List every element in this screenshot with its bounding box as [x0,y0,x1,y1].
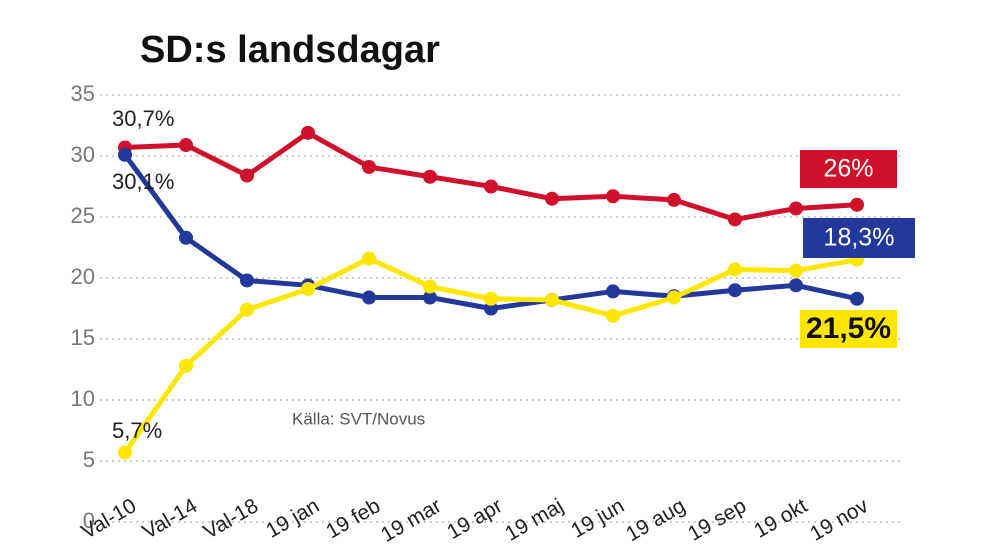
data-point [301,125,315,140]
data-point [789,278,803,293]
data-point [240,302,254,317]
data-point [728,262,742,277]
data-point [545,292,559,307]
data-point [423,279,437,294]
data-point [118,445,132,460]
data-point [850,291,864,306]
value-label: 5,7% [112,418,162,443]
chart-title: SD:s landsdagar [140,29,440,71]
data-point [667,290,681,305]
value-label: 26% [823,155,873,183]
value-label: 30,1% [112,169,174,194]
y-tick-label: 15 [71,325,95,350]
value-label-box [803,218,915,258]
data-point [484,301,498,316]
y-tick-label: 35 [71,81,95,106]
y-tick-label: 25 [71,203,95,228]
data-point [362,290,376,305]
data-point [301,281,315,296]
y-tick-label: 30 [71,142,95,167]
value-label: 18,3% [824,224,895,252]
data-point [179,138,193,153]
data-point [118,147,132,162]
data-point [606,284,620,299]
data-point [545,191,559,206]
y-tick-label: 10 [71,386,95,411]
data-point [606,189,620,204]
value-label: 21,5% [806,312,891,345]
data-point [789,201,803,216]
data-point [240,168,254,183]
y-tick-label: 20 [71,264,95,289]
data-point [423,290,437,305]
source: Källa: SVT/Novus [292,409,425,428]
data-point [606,308,620,323]
data-point [362,159,376,174]
data-point [179,230,193,245]
data-point [728,212,742,227]
data-point [362,251,376,266]
value-label-box [800,150,897,188]
value-label: 30,7% [112,106,174,131]
data-point [667,192,681,207]
data-point [484,179,498,194]
value-label-box [800,310,897,348]
data-point [728,283,742,298]
y-tick-label: 0 [83,508,95,533]
data-point [179,358,193,373]
data-point [789,263,803,278]
data-point [484,291,498,306]
data-point [423,169,437,184]
y-tick-label: 5 [83,447,95,472]
data-point [850,197,864,212]
data-point [240,273,254,288]
